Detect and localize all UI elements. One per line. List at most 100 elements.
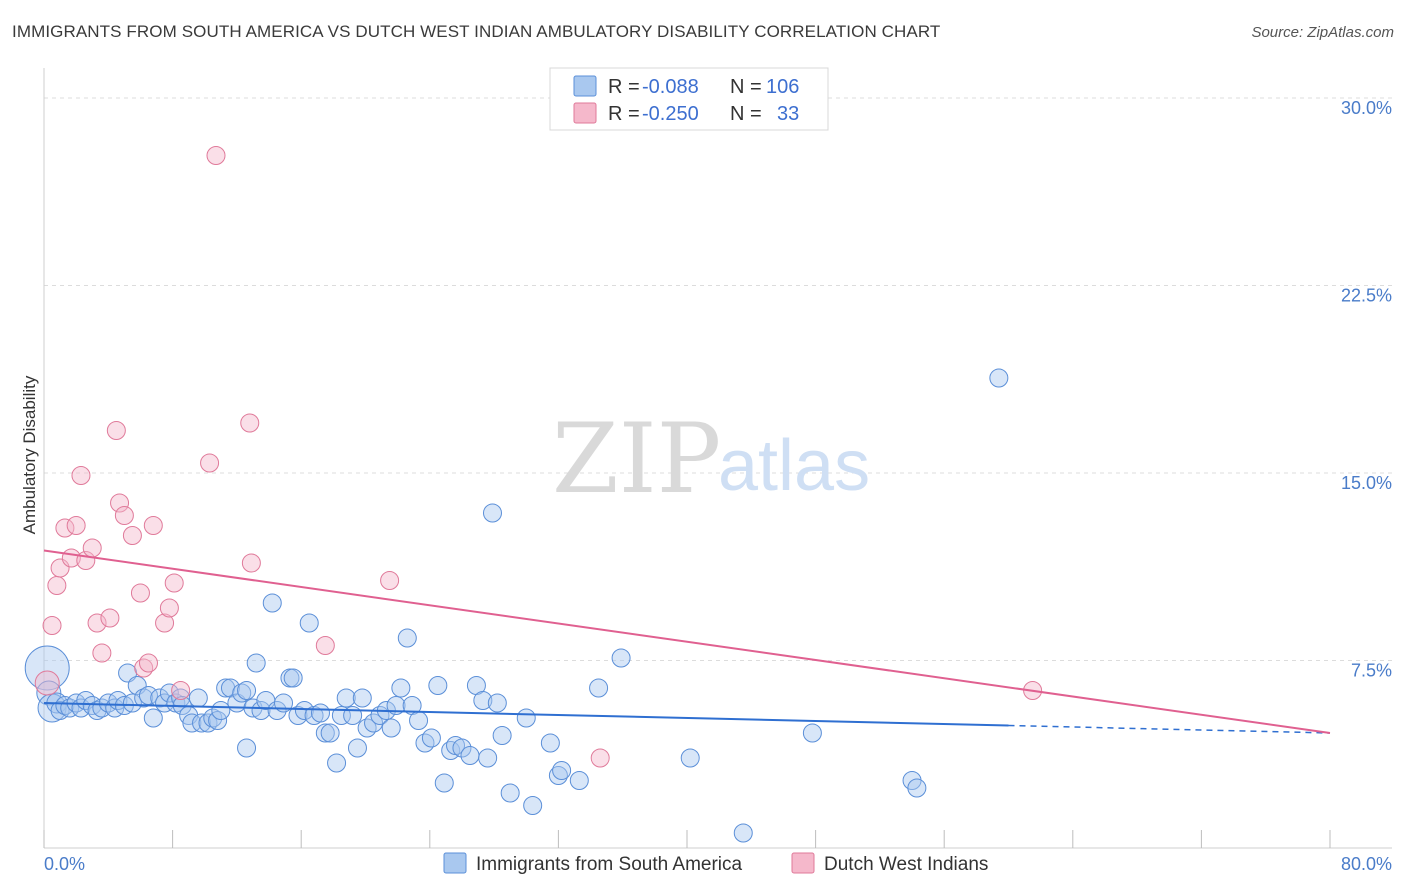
y-tick-label-1: 15.0% [1341,473,1392,493]
legend-r-value: -0.250 [642,103,699,125]
data-point-series0-74 [409,711,429,730]
data-point-series0-41 [237,681,257,700]
data-point-series1-24 [171,681,191,700]
data-point-series0-100 [802,723,822,743]
data-point-series0-44 [246,653,266,673]
data-point-series1-14 [110,493,130,513]
data-point-series1-10 [87,613,107,633]
data-point-series0-36 [211,701,231,720]
y-tick-label-3: 30.0% [1341,98,1392,118]
bottom-legend-swatch-blue [443,852,467,874]
data-point-series0-93 [548,766,568,785]
data-point-series0-54 [299,613,319,633]
data-point-series0-81 [452,738,472,758]
data-point-series0-53 [294,701,314,720]
data-point-series1-19 [138,653,158,673]
data-point-series1-2 [47,576,67,595]
data-point-series0-91 [523,796,543,815]
trend-line-series0 [43,702,1009,727]
data-point-series0-25 [159,683,179,703]
data-point-series1-11 [92,643,112,663]
data-point-series0-92 [540,733,560,753]
data-point-series1-30 [380,571,400,590]
chart-title: IMMIGRANTS FROM SOUTH AMERICA VS DUTCH W… [12,22,941,41]
legend-r-label: R = [608,103,640,125]
data-point-series0-98 [680,748,700,768]
x-tick-label-max: 80.0% [1341,854,1392,874]
data-point-series0-57 [315,723,335,743]
data-point-series0-76 [421,728,441,748]
data-point-series1-17 [130,583,150,603]
data-point-series0-58 [320,723,340,743]
data-point-series1-29 [315,636,335,655]
data-point-series0-86 [482,503,502,523]
bottom-legend: Immigrants from South America Dutch West… [443,852,988,875]
data-point-series0-34 [203,708,223,728]
y-tick-label-2: 22.5% [1341,286,1392,306]
data-point-series0-30 [182,713,202,733]
data-point-series0-70 [386,696,406,715]
data-points [24,146,1043,843]
data-point-series0-82 [460,746,480,765]
data-point-series0-94 [552,761,572,780]
data-point-series0-42 [237,738,257,758]
data-point-series0-5 [55,696,75,715]
data-point-series0-87 [487,693,507,713]
data-point-series0-95 [569,771,589,790]
data-point-series1-0 [34,670,60,696]
data-point-series0-40 [232,683,252,703]
bottom-legend-label-dutch-west-indians: Dutch West Indians [824,854,988,875]
trend-line-extension-series0 [1008,724,1331,734]
data-point-series0-72 [397,628,417,648]
trend-line-series1 [43,549,1331,734]
x-tick-labels: 0.0% 80.0% [44,854,1392,874]
data-point-series1-7 [71,466,91,485]
data-point-series1-4 [55,518,75,538]
data-point-series0-102 [907,778,927,798]
legend-swatch-blue [573,75,597,97]
data-point-series1-21 [155,613,175,633]
legend-row-south-america: R = -0.088 N = 106 [573,75,799,98]
data-point-series1-31 [590,748,610,768]
data-point-series1-22 [159,598,179,618]
data-point-series1-15 [114,506,134,525]
data-point-series0-51 [283,668,303,688]
legend-row-dutch-west-indians: R = -0.250 N = 33 [573,102,799,125]
data-point-series1-27 [240,413,260,433]
data-point-series0-22 [143,708,163,728]
data-point-series0-32 [192,713,212,733]
data-point-series0-48 [267,701,287,720]
data-point-series0-96 [589,678,609,698]
data-point-series0-88 [492,726,512,745]
data-point-series0-97 [611,648,631,668]
data-point-series0-71 [391,678,411,698]
source-credit: Source: ZipAtlas.com [1251,24,1394,41]
data-point-series1-13 [106,421,126,440]
data-point-series0-47 [262,593,282,613]
data-point-series0-89 [500,783,520,803]
data-point-series0-66 [364,713,384,733]
data-point-series0-18 [122,693,142,713]
data-point-series1-1 [42,616,62,635]
y-tick-labels: 7.5% 15.0% 22.5% 30.0% [1341,98,1392,681]
data-point-series0-75 [415,733,435,753]
data-point-series0-52 [288,706,308,725]
data-point-series0-1 [36,680,62,706]
data-point-series0-99 [733,823,753,843]
legend-r-value: -0.088 [642,76,699,98]
data-point-series1-20 [143,516,163,535]
legend-box: R = -0.088 N = 106 R = -0.250 N = 33 [549,67,829,131]
data-point-series0-65 [357,718,377,738]
legend-n-label: N = [730,103,762,125]
data-point-series1-25 [200,453,220,473]
gridlines [44,97,1392,661]
data-point-series0-69 [381,718,401,738]
data-point-series1-26 [206,146,226,165]
data-point-series0-20 [134,688,154,708]
data-point-series0-64 [352,688,372,708]
legend-n-value: 33 [777,103,799,125]
y-tick-label-0: 7.5% [1351,661,1392,681]
data-point-series0-56 [310,703,330,723]
x-tick-label-min: 0.0% [44,854,85,874]
watermark-atlas: atlas [718,426,870,506]
